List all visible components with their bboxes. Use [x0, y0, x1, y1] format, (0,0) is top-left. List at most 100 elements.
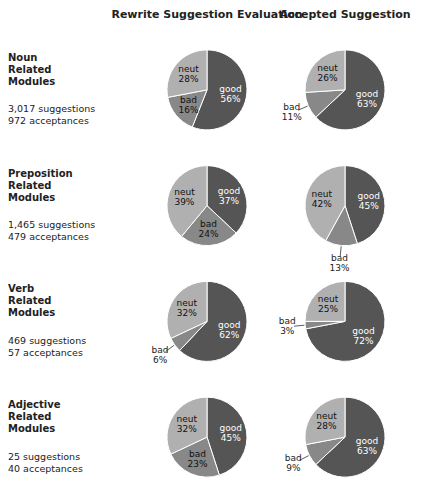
data-label-category: good — [356, 89, 378, 99]
data-label-category: neut — [317, 63, 338, 73]
data-label: neut32% — [176, 298, 197, 318]
data-label: neut26% — [317, 63, 338, 83]
row-label-line: Preposition — [8, 168, 73, 179]
data-label: bad11% — [282, 102, 302, 122]
data-label: good63% — [356, 436, 378, 456]
data-label: bad23% — [187, 449, 207, 469]
pie: good45% bad23% neut32% — [167, 397, 247, 477]
pie: good62% bad6% neut32% — [152, 281, 247, 365]
data-label-category: good — [218, 320, 240, 330]
data-label-value: 37% — [219, 196, 239, 206]
data-label: neut42% — [312, 189, 333, 209]
row-label-line: Modules — [8, 307, 55, 318]
data-label: bad16% — [178, 95, 198, 115]
row-label-line: Modules — [8, 76, 55, 87]
data-label: neut39% — [174, 187, 195, 207]
column-title-line: Rewrite Suggestion Evaluation — [111, 8, 302, 21]
row-note: 1,465 suggestions479 acceptances — [8, 219, 95, 242]
data-label: neut28% — [316, 411, 337, 431]
pie: good37%bad24%neut39% — [167, 166, 247, 246]
data-label-value: 45% — [221, 433, 241, 443]
data-label-value: 26% — [317, 73, 337, 83]
data-label-category: neut — [174, 187, 195, 197]
data-label: bad9% — [285, 453, 302, 473]
data-label-category: good — [218, 186, 240, 196]
pie: good45% bad13% neut42% — [305, 166, 385, 273]
row-label: PrepositionRelatedModules — [8, 168, 73, 203]
row-label-line: Related — [8, 295, 51, 306]
row-label-line: Modules — [8, 423, 55, 434]
data-label: bad6% — [152, 345, 169, 365]
data-label-value: 6% — [153, 355, 168, 365]
row-label: VerbRelatedModules — [8, 283, 55, 318]
data-label: neut32% — [176, 414, 197, 434]
row-note-line: 3,017 suggestions — [8, 103, 95, 114]
data-label-value: 28% — [316, 421, 336, 431]
row-label: NounRelatedModules — [8, 52, 55, 87]
row-note: 25 suggestions40 acceptances — [8, 451, 83, 474]
slice — [305, 90, 345, 117]
row-note-line: 57 acceptances — [8, 347, 83, 358]
data-label-category: neut — [316, 411, 337, 421]
slice — [306, 281, 385, 361]
row-label-line: Modules — [8, 192, 55, 203]
data-label-value: 62% — [219, 330, 239, 340]
data-label: good72% — [352, 326, 374, 346]
slice — [305, 397, 345, 444]
data-label: bad24% — [198, 219, 218, 239]
data-label-value: 45% — [359, 201, 379, 211]
pie: good56% bad16% neut28% — [167, 50, 247, 130]
data-label: neut28% — [178, 64, 199, 84]
data-label-category: bad — [285, 453, 302, 463]
data-label-value: 32% — [177, 308, 197, 318]
pie: good72%bad3%neut25% — [279, 281, 385, 361]
column-title-line: Accepted Suggestion — [279, 8, 410, 21]
data-label-value: 24% — [198, 229, 218, 239]
data-label-value: 63% — [357, 99, 377, 109]
data-label: good45% — [219, 423, 241, 443]
data-label-value: 63% — [357, 446, 377, 456]
row-label-line: Noun — [8, 52, 37, 63]
row-note-line: 479 acceptances — [8, 231, 89, 242]
data-label-category: good — [356, 436, 378, 446]
slice — [305, 166, 345, 241]
data-label-category: good — [352, 326, 374, 336]
data-label-value: 32% — [177, 424, 197, 434]
chart: Rewrite Suggestion EvaluationAccepted Su… — [0, 0, 445, 501]
column-title: Accepted Suggestion — [279, 8, 410, 21]
data-label-value: 11% — [282, 112, 302, 122]
pie: good63% bad11% neut26% — [282, 50, 385, 130]
data-label: good62% — [218, 320, 240, 340]
slice — [305, 281, 345, 321]
row-label-line: Related — [8, 180, 51, 191]
slice — [167, 50, 207, 97]
data-label-category: neut — [176, 298, 197, 308]
data-label-category: bad — [331, 253, 348, 263]
data-label-value: 56% — [221, 94, 241, 104]
row-label-line: Related — [8, 411, 51, 422]
slice — [167, 281, 207, 338]
data-label-value: 9% — [286, 463, 301, 473]
data-label-category: bad — [152, 345, 169, 355]
data-label-value: 16% — [178, 105, 198, 115]
data-label-value: 39% — [174, 197, 194, 207]
data-label-category: good — [357, 191, 379, 201]
data-label-category: bad — [279, 316, 296, 326]
data-label-value: 28% — [178, 74, 198, 84]
row-label-line: Verb — [8, 283, 34, 294]
data-label-value: 13% — [330, 263, 350, 273]
data-label-category: good — [219, 84, 241, 94]
row-label-line: Adjective — [8, 399, 61, 410]
row-note-line: 469 suggestions — [8, 335, 86, 346]
data-label-category: bad — [200, 219, 217, 229]
data-label: bad3% — [279, 316, 296, 336]
data-label-value: 23% — [187, 459, 207, 469]
data-label-category: bad — [283, 102, 300, 112]
data-label: good56% — [219, 84, 241, 104]
data-label-category: good — [219, 423, 241, 433]
data-label-value: 25% — [318, 304, 338, 314]
data-label: good63% — [356, 89, 378, 109]
data-label-category: neut — [176, 414, 197, 424]
row-note: 3,017 suggestions972 acceptances — [8, 103, 95, 126]
data-label-value: 72% — [353, 336, 373, 346]
